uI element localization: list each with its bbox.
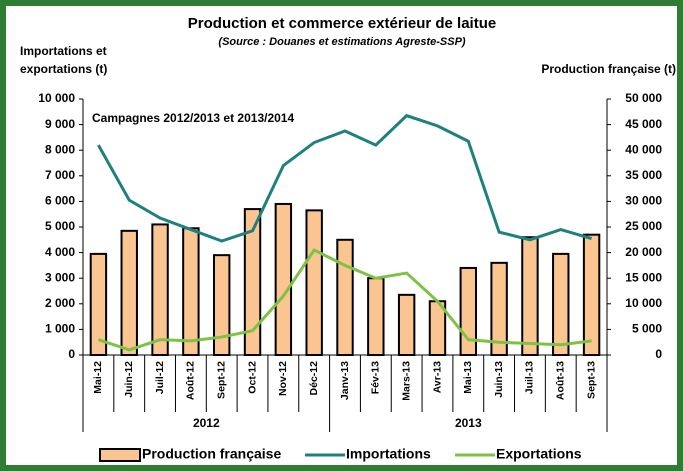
y-tick-label: 4 000 bbox=[45, 245, 75, 259]
line bbox=[97, 248, 592, 352]
legend-label: Exportations bbox=[496, 446, 582, 462]
y-tick-label: 3 000 bbox=[45, 270, 75, 284]
y2-tick-label: 45 000 bbox=[625, 117, 662, 131]
y2-tick-label: 0 bbox=[655, 347, 662, 361]
bar bbox=[397, 293, 416, 356]
y-tick-label: 0 bbox=[68, 347, 75, 361]
x-tick-label: Août-12 bbox=[185, 361, 197, 400]
bar bbox=[521, 236, 539, 357]
x-tick-label: Sept-13 bbox=[585, 361, 597, 399]
bar bbox=[89, 252, 108, 357]
y2-axis-label: Production française (t) bbox=[541, 62, 676, 76]
legend-swatch bbox=[99, 448, 141, 462]
x-tick-label: Juil-12 bbox=[154, 361, 166, 394]
bar bbox=[213, 254, 231, 356]
line bbox=[97, 113, 593, 243]
y-tick-label: 8 000 bbox=[45, 142, 75, 156]
y-tick-label: 6 000 bbox=[45, 194, 75, 208]
bar bbox=[459, 266, 477, 356]
y2-tick-label: 5 000 bbox=[632, 322, 662, 336]
bar bbox=[490, 261, 508, 356]
y2-tick-label: 20 000 bbox=[625, 245, 662, 259]
y-tick-label: 10 000 bbox=[38, 91, 75, 105]
x-tick-label: Août-13 bbox=[555, 361, 567, 400]
year-label: 2012 bbox=[193, 416, 220, 430]
bar bbox=[274, 202, 293, 356]
x-tick-label: Janv-13 bbox=[339, 361, 351, 400]
x-tick-label: Déc-12 bbox=[308, 361, 320, 396]
x-tick-label: Mai-13 bbox=[462, 361, 474, 394]
chart-title: Production et commerce extérieur de lait… bbox=[188, 15, 496, 32]
y2-tick-label: 15 000 bbox=[625, 270, 662, 284]
bar bbox=[305, 209, 323, 356]
legend-label: Production française bbox=[142, 446, 281, 462]
bar bbox=[243, 208, 262, 356]
x-tick-label: Oct-12 bbox=[246, 361, 258, 394]
x-tick-label: Avr-13 bbox=[431, 361, 443, 393]
bar bbox=[151, 223, 169, 356]
y-tick-label: 5 000 bbox=[45, 219, 75, 233]
x-tick-label: Sept-12 bbox=[215, 361, 227, 399]
y-tick-label: 7 000 bbox=[45, 168, 75, 182]
x-tick-label: Mars-13 bbox=[400, 361, 412, 401]
bar bbox=[336, 238, 354, 356]
x-tick-label: Mai-12 bbox=[92, 361, 104, 394]
x-tick-label: Juin-13 bbox=[493, 361, 505, 398]
y-axis-label: exportations (t) bbox=[20, 62, 107, 76]
y2-tick-label: 50 000 bbox=[625, 91, 662, 105]
year-label: 2013 bbox=[455, 416, 482, 430]
bar bbox=[552, 252, 570, 357]
y-tick-label: 9 000 bbox=[45, 117, 75, 131]
y-tick-label: 1 000 bbox=[45, 322, 75, 336]
x-tick-label: Fév-13 bbox=[370, 361, 382, 394]
y2-tick-label: 40 000 bbox=[625, 142, 662, 156]
bar bbox=[582, 233, 601, 356]
bar bbox=[367, 277, 385, 357]
y2-tick-label: 25 000 bbox=[625, 219, 662, 233]
y-tick-label: 2 000 bbox=[45, 296, 75, 310]
y2-tick-label: 35 000 bbox=[625, 168, 662, 182]
x-tick-label: Nov-12 bbox=[277, 361, 289, 396]
legend-label: Importations bbox=[346, 446, 431, 462]
x-tick-label: Juil-13 bbox=[524, 361, 536, 394]
y-axis-label: Importations et bbox=[20, 44, 107, 58]
annotation: Campagnes 2012/2013 et 2013/2014 bbox=[92, 111, 294, 125]
chart-subtitle: (Source : Douanes et estimations Agreste… bbox=[218, 36, 465, 48]
y2-tick-label: 30 000 bbox=[625, 194, 662, 208]
bar bbox=[182, 227, 200, 356]
bar bbox=[120, 229, 138, 356]
y2-tick-label: 10 000 bbox=[625, 296, 662, 310]
x-tick-label: Juin-12 bbox=[123, 361, 135, 398]
